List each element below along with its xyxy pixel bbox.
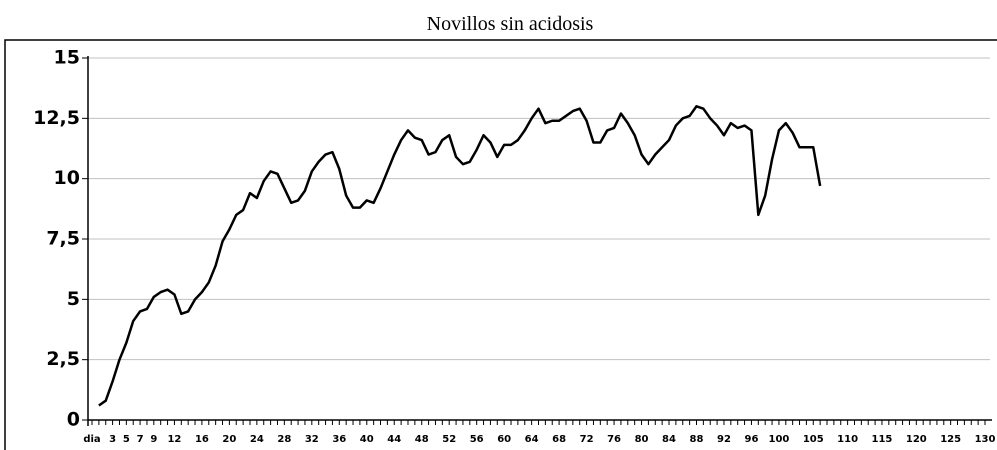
x-tick-label: 68: [552, 434, 566, 445]
x-tick-label: 88: [690, 434, 704, 445]
y-tick-label: 12,5: [33, 107, 80, 129]
y-tick-label: 2,5: [46, 348, 80, 370]
x-tick-label: 105: [803, 434, 824, 445]
x-tick-label: 12: [167, 434, 181, 445]
x-tick-label: 125: [940, 434, 961, 445]
y-tick-label: 0: [67, 409, 80, 431]
x-tick-label: 110: [837, 434, 858, 445]
x-tick-label: 7: [137, 434, 144, 445]
chart-title: Novillos sin acidosis: [427, 13, 594, 35]
x-tick-label: 100: [768, 434, 789, 445]
x-tick-label: 48: [415, 434, 429, 445]
x-tick-label: 72: [580, 434, 594, 445]
y-tick-label: 7,5: [46, 228, 80, 250]
x-tick-label: 130: [975, 434, 996, 445]
x-tick-label: 92: [717, 434, 731, 445]
x-tick-label: 28: [277, 434, 291, 445]
x-tick-label: 52: [442, 434, 456, 445]
data-line: [98, 105, 822, 407]
x-tick-label: 36: [332, 434, 346, 445]
y-tick-label: 10: [54, 167, 80, 189]
x-tick-label: 56: [470, 434, 484, 445]
y-tick-label: 15: [54, 47, 80, 69]
x-tick-label: 64: [525, 434, 539, 445]
x-tick-label: 5: [123, 434, 130, 445]
x-tick-label: 76: [607, 434, 621, 445]
y-tick-label: 5: [67, 288, 80, 310]
x-tick-label: 3: [109, 434, 116, 445]
x-tick-label: 60: [497, 434, 511, 445]
chart-border: [4, 39, 997, 450]
x-tick-label: 80: [635, 434, 649, 445]
x-tick-label: 96: [744, 434, 758, 445]
x-tick-label: 84: [662, 434, 676, 445]
x-tick-label: 115: [872, 434, 893, 445]
x-tick-label: 9: [150, 434, 157, 445]
x-tick-label: 44: [387, 434, 401, 445]
x-tick-label: 32: [305, 434, 319, 445]
x-tick-label: 16: [195, 434, 209, 445]
x-tick-label: 24: [250, 434, 264, 445]
x-tick-label: 20: [222, 434, 236, 445]
x-tick-label: dia: [83, 434, 100, 445]
x-tick-label: 40: [360, 434, 374, 445]
x-tick-label: 120: [906, 434, 927, 445]
